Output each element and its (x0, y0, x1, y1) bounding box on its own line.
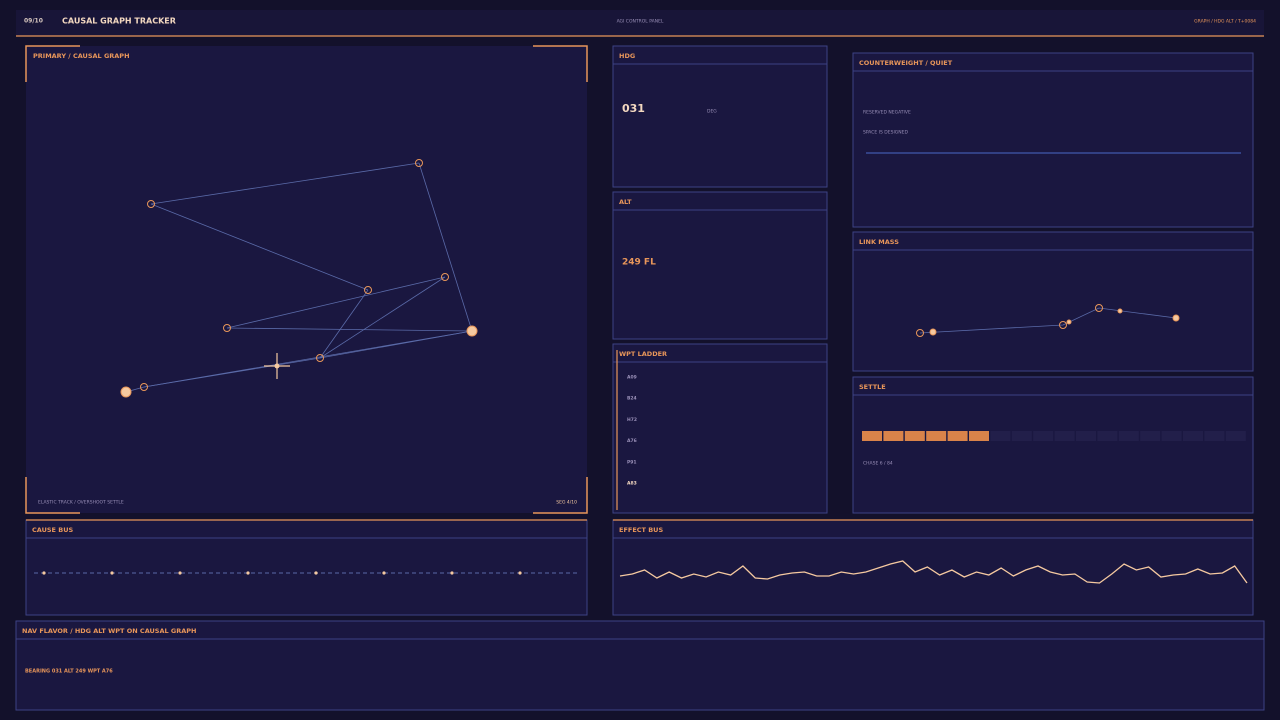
footer-left: ELASTIC TRACK / OVERSHOOT SETTLE (38, 500, 124, 506)
settle-cell (969, 431, 989, 441)
settle-cell (1118, 431, 1139, 441)
panel (26, 46, 587, 513)
link-path (919, 307, 1177, 334)
panel (612, 45, 828, 188)
wpt-item: A76 (627, 438, 637, 444)
link-node (1066, 319, 1072, 325)
effect-line (619, 560, 1248, 584)
bus-dot (246, 571, 250, 575)
settle-caption: CHASE 6 / 84 (863, 461, 893, 467)
graph-edge (150, 162, 420, 205)
graph-edge (226, 327, 473, 332)
bus-dot (450, 571, 454, 575)
settle-cell (1076, 431, 1096, 441)
link-node (1117, 308, 1123, 314)
graph-node (223, 324, 231, 332)
graph-node (140, 383, 148, 391)
corner-bracket (533, 45, 588, 82)
graph-edge (150, 203, 369, 291)
header-bar (16, 10, 1264, 36)
settle-cell (1097, 431, 1118, 441)
graph-node (441, 273, 449, 281)
header-right: GRAPH / HDG ALT / T+0084 (1194, 19, 1256, 25)
graph-node (120, 386, 132, 398)
corner-bracket (25, 477, 80, 514)
panel-title: ALT (619, 198, 632, 206)
settle-cell (1225, 431, 1246, 441)
panel-title: LINK MASS (859, 238, 899, 246)
link-node (1059, 321, 1067, 329)
graph-node (147, 200, 155, 208)
panel-title: HDG (619, 52, 635, 60)
panel (852, 376, 1254, 514)
panel-title: CAUSE BUS (32, 526, 73, 534)
wpt-item: A83 (627, 481, 637, 487)
panel-title: SETTLE (859, 383, 886, 391)
header-index: 09/10 (24, 18, 43, 25)
panel (612, 343, 828, 514)
panel-title: NAV FLAVOR / HDG ALT WPT ON CAUSAL GRAPH (22, 627, 197, 635)
panel-title: WPT LADDER (619, 350, 667, 358)
bus-dot (42, 571, 46, 575)
bus-dot (178, 571, 182, 575)
settle-cell (1054, 431, 1075, 441)
header-center: AGI CONTROL PANEL (617, 19, 664, 25)
settle-cell (926, 431, 947, 441)
settle-cell (1033, 431, 1054, 441)
link-node (1172, 314, 1180, 322)
graph-node (364, 286, 372, 294)
graph-edge (319, 289, 369, 359)
settle-cell (862, 431, 882, 441)
wpt-item: B24 (627, 396, 637, 402)
panel-title: EFFECT BUS (619, 526, 663, 534)
settle-cell (1183, 431, 1203, 441)
graph-edge (319, 276, 446, 359)
settle-cell (1204, 431, 1225, 441)
wpt-item: P91 (627, 459, 637, 465)
footer-right: SEG 4/10 (556, 500, 577, 506)
hdg-value: 031 (622, 102, 645, 115)
graph-node (466, 325, 478, 337)
panel (15, 620, 1265, 711)
graph-edge (143, 330, 473, 388)
alt-value: 249 FL (622, 258, 656, 268)
settle-cell (904, 431, 925, 441)
bus-dot (314, 571, 318, 575)
settle-cell (1161, 431, 1182, 441)
panel-title: COUNTERWEIGHT / QUIET (859, 59, 953, 67)
graph-edge (226, 276, 446, 329)
link-node (1095, 304, 1103, 312)
corner-bracket (533, 477, 588, 514)
panel (852, 52, 1254, 228)
settle-cell (990, 431, 1011, 441)
panel (852, 231, 1254, 372)
header-title: CAUSAL GRAPH TRACKER (62, 17, 176, 26)
panel (612, 519, 1254, 616)
settle-cell (1011, 431, 1032, 441)
settle-cell (883, 431, 904, 441)
wpt-item: A09 (627, 375, 637, 381)
bus-dot (382, 571, 386, 575)
link-node (929, 328, 937, 336)
bus-dot (110, 571, 114, 575)
bus-dot (518, 571, 522, 575)
crosshair-dot (274, 363, 280, 369)
panel (612, 191, 828, 340)
wpt-item: H72 (627, 417, 637, 423)
settle-cell (947, 431, 968, 441)
nav-readout: BEARING 031 ALT 249 WPT A76 (25, 669, 113, 675)
corner-bracket (25, 45, 80, 82)
graph-node (415, 159, 423, 167)
panel (25, 519, 588, 616)
hdg-unit: DEG (707, 109, 717, 115)
panel-title: PRIMARY / CAUSAL GRAPH (33, 52, 130, 60)
settle-cell (1140, 431, 1161, 441)
graph-node (316, 354, 324, 362)
link-node (916, 329, 924, 337)
note-line: SPACE IS DESIGNED (863, 130, 908, 136)
note-line: RESERVED NEGATIVE (863, 110, 911, 116)
graph-edge (418, 162, 473, 332)
